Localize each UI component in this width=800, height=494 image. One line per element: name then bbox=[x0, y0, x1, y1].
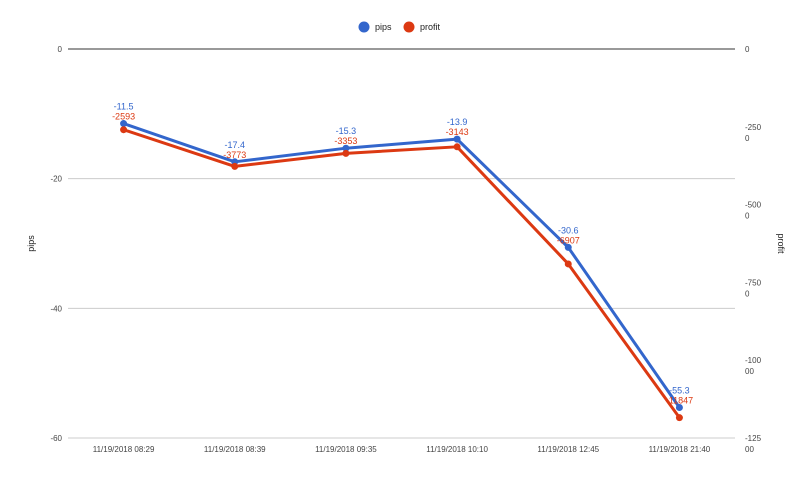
data-label-pips: -15.3 bbox=[336, 126, 357, 136]
left-tick-label: 0 bbox=[58, 45, 63, 54]
left-tick-label: -60 bbox=[50, 434, 62, 443]
data-label-pips: -55.3 bbox=[669, 386, 690, 396]
series-line-pips bbox=[123, 122, 681, 409]
data-point-profit[interactable] bbox=[120, 126, 128, 134]
x-tick-label: 11/19/2018 08:29 bbox=[93, 445, 155, 454]
data-label-profit: -3353 bbox=[334, 136, 357, 146]
data-point-profit[interactable] bbox=[675, 414, 683, 422]
data-point-profit[interactable] bbox=[342, 149, 350, 157]
legend-label-profit: profit bbox=[420, 22, 441, 32]
right-axis-title: profit bbox=[776, 233, 786, 254]
x-tick-label: 11/19/2018 09:35 bbox=[315, 445, 377, 454]
right-tick-label: -100 00 bbox=[745, 356, 762, 376]
data-point-profit[interactable] bbox=[453, 143, 461, 151]
data-point-profit[interactable] bbox=[231, 162, 239, 170]
data-label-profit: -3143 bbox=[446, 127, 469, 137]
left-tick-label: -20 bbox=[50, 175, 62, 184]
data-point-pips[interactable] bbox=[675, 404, 683, 412]
left-tick-label: -40 bbox=[50, 304, 62, 313]
x-tick-label: 11/19/2018 21:40 bbox=[649, 445, 711, 454]
left-axis-title: pips bbox=[26, 235, 36, 252]
x-tick-label: 11/19/2018 08:39 bbox=[204, 445, 266, 454]
data-point-pips[interactable] bbox=[120, 120, 128, 128]
data-label-profit: -2593 bbox=[112, 112, 135, 122]
legend-marker-pips bbox=[358, 21, 370, 33]
data-label-profit: -3773 bbox=[223, 150, 246, 160]
series-line-profit bbox=[123, 128, 681, 419]
data-point-pips[interactable] bbox=[453, 135, 461, 143]
data-point-pips[interactable] bbox=[342, 144, 350, 152]
x-tick-label: 11/19/2018 10:10 bbox=[426, 445, 488, 454]
data-label-pips: -11.5 bbox=[114, 102, 134, 112]
right-tick-label: 0 bbox=[745, 45, 750, 54]
data-label-pips: -13.9 bbox=[447, 117, 468, 127]
legend-marker-profit bbox=[403, 21, 415, 33]
legend-label-pips: pips bbox=[375, 22, 392, 32]
x-tick-label: 11/19/2018 12:45 bbox=[537, 445, 599, 454]
data-point-profit[interactable] bbox=[564, 260, 572, 268]
right-tick-label: -750 0 bbox=[745, 278, 762, 298]
data-label-pips: -17.4 bbox=[224, 140, 245, 150]
right-tick-label: -500 0 bbox=[745, 201, 762, 221]
right-tick-label: -125 00 bbox=[745, 434, 762, 454]
data-label-pips: -30.6 bbox=[558, 225, 579, 235]
data-label-profit: -6907 bbox=[557, 235, 580, 245]
data-point-pips[interactable] bbox=[564, 243, 572, 251]
data-label-profit: -11847 bbox=[666, 396, 693, 406]
right-tick-label: -250 0 bbox=[745, 123, 762, 143]
